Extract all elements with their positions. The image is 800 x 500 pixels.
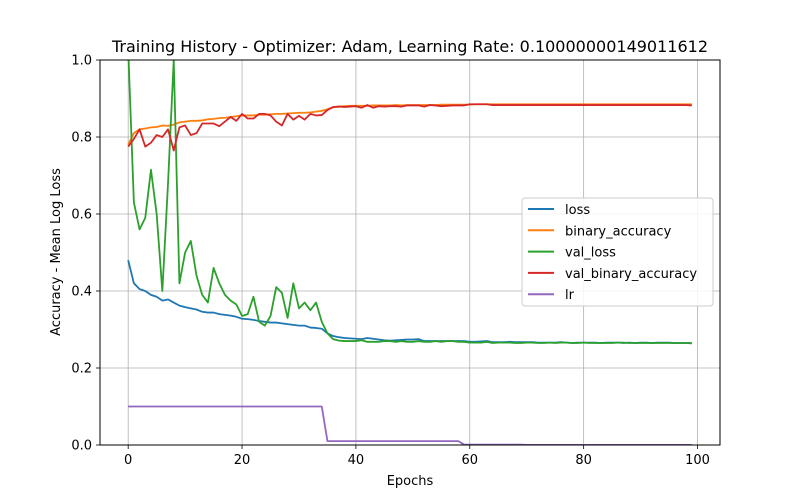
chart-title: Training History - Optimizer: Adam, Lear… <box>111 37 708 56</box>
series-clip-group <box>127 60 692 445</box>
y-axis-label: Accuracy - Mean Log Loss <box>49 168 64 336</box>
legend-label: loss <box>565 203 590 218</box>
legend-box <box>521 197 714 307</box>
x-tick-label: 40 <box>348 453 365 468</box>
y-tick-label: 0.4 <box>71 285 92 300</box>
x-tick-label: 20 <box>234 453 251 468</box>
legend-label: lr <box>565 288 575 303</box>
plot-frame <box>99 59 721 446</box>
legend-label: val_binary_accuracy <box>565 267 697 282</box>
legend-label: binary_accuracy <box>565 224 672 239</box>
x-tick-label: 0 <box>124 453 132 468</box>
series-line-val-binary-accuracy <box>127 103 692 152</box>
y-tick-label: 0.6 <box>71 208 92 223</box>
x-tick-label: 60 <box>462 453 479 468</box>
y-tick-label: 1.0 <box>71 54 92 69</box>
y-tick-label: 0.2 <box>71 362 92 377</box>
x-axis-label: Epochs <box>387 474 434 489</box>
x-tick-label: 80 <box>575 453 592 468</box>
series-line-val-loss <box>127 60 692 344</box>
ticks: 0 20 40 60 80 100 0.0 0.2 0.4 0.6 0.8 1.0 <box>71 54 710 469</box>
x-tick-label: 100 <box>685 453 710 468</box>
y-tick-label: 0.8 <box>71 131 92 146</box>
series-layer <box>127 60 692 445</box>
legend: loss binary_accuracy val_loss val_binary_ac… <box>521 197 714 307</box>
y-tick-label: 0.0 <box>71 439 92 454</box>
legend-label: val_loss <box>565 246 616 261</box>
